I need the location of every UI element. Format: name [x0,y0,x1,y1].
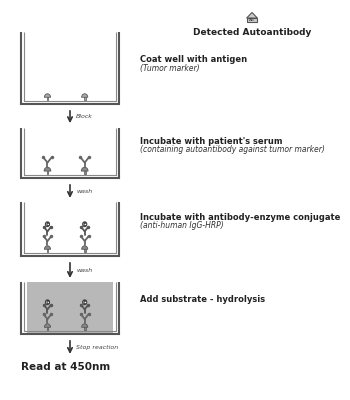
Text: Ab: Ab [249,18,255,22]
Text: Read at 450nm: Read at 450nm [21,362,110,372]
Text: wash: wash [76,268,92,273]
Wedge shape [44,167,51,171]
Text: Incubate with patient's serum: Incubate with patient's serum [140,138,282,146]
Text: Add substrate - hydrolysis: Add substrate - hydrolysis [140,296,265,304]
Bar [84,97,85,100]
Circle shape [46,300,50,305]
Text: Block: Block [76,114,93,120]
Polygon shape [247,12,257,18]
Wedge shape [44,324,50,327]
Circle shape [83,300,87,305]
Bar [84,249,85,252]
Text: Coat well with antigen: Coat well with antigen [140,56,247,64]
Text: E: E [46,222,49,227]
Bar [47,171,48,174]
Text: E: E [83,222,86,227]
Bar [47,97,48,100]
Text: E: E [46,300,49,305]
Text: wash: wash [76,189,92,194]
Circle shape [46,222,50,227]
Bar [84,327,85,330]
Wedge shape [82,324,88,327]
Bar [27,282,113,335]
Wedge shape [44,94,50,97]
Text: Detected Autoantibody: Detected Autoantibody [193,28,311,37]
Bar [47,249,48,252]
Text: (Tumor marker): (Tumor marker) [140,64,199,72]
Wedge shape [82,94,88,97]
Wedge shape [82,246,88,249]
Text: (containing autoantibody against tumor marker): (containing autoantibody against tumor m… [140,146,325,154]
Text: (anti-human IgG-HRP): (anti-human IgG-HRP) [140,222,224,230]
Wedge shape [44,246,50,249]
Circle shape [83,222,87,227]
Wedge shape [81,167,88,171]
Bar [47,327,48,330]
Bar [247,18,257,22]
Text: Stop reaction: Stop reaction [76,345,119,350]
Text: Incubate with antibody-enzyme conjugate: Incubate with antibody-enzyme conjugate [140,214,340,222]
Bar [84,171,86,174]
Text: E: E [83,300,86,305]
